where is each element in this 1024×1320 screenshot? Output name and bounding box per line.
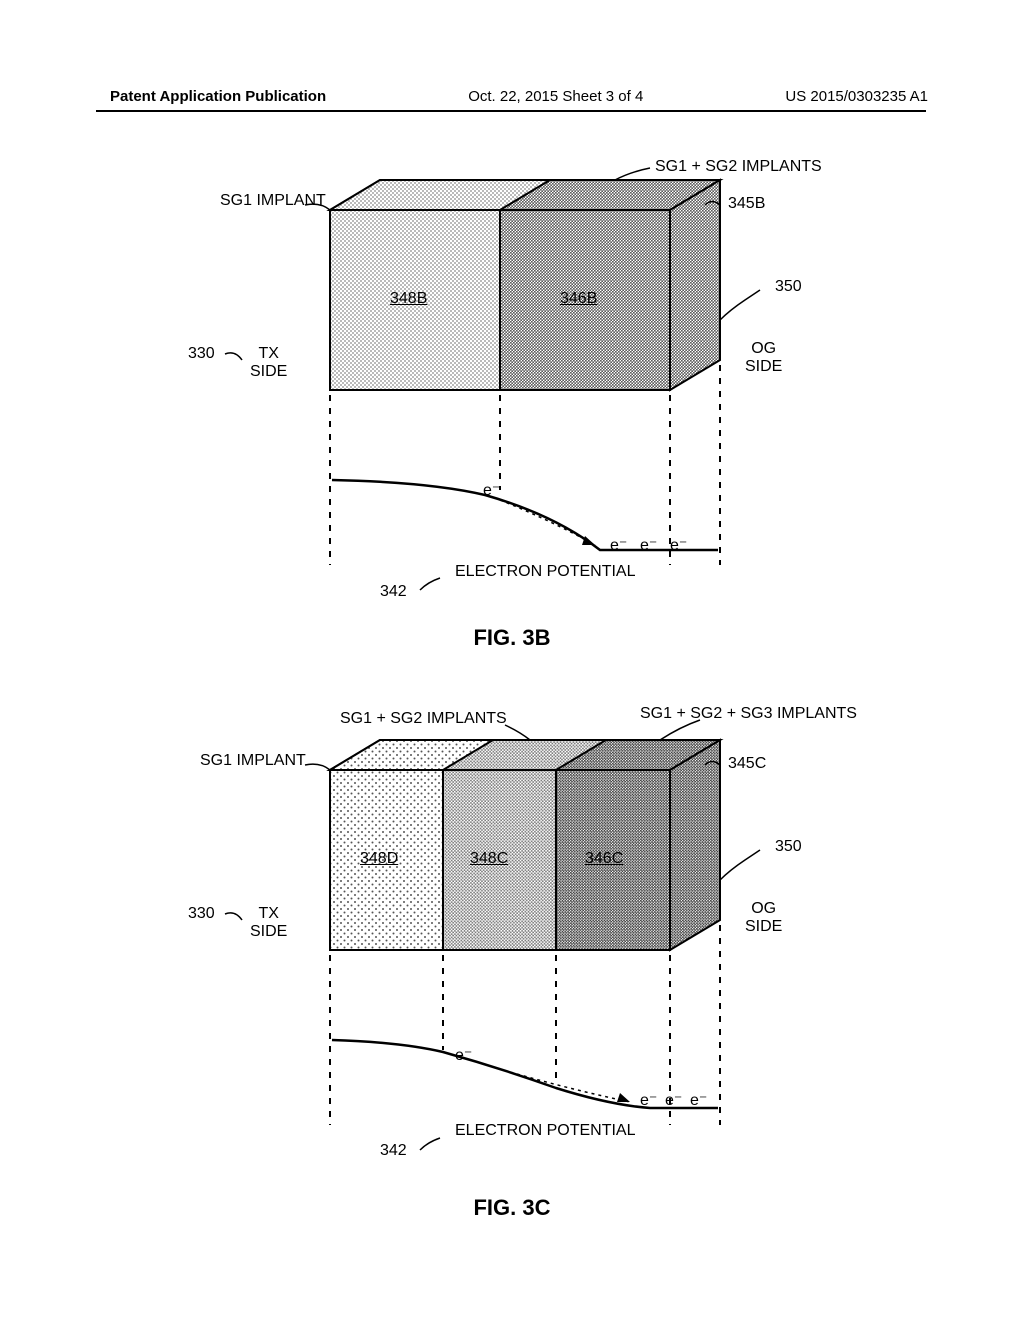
label-350: 350 xyxy=(775,278,802,296)
label-sg1-implant-c: SG1 IMPLANT xyxy=(200,752,306,770)
label-342: 342 xyxy=(380,583,407,601)
label-sg1-sg2-sg3-implants-c: SG1 + SG2 + SG3 IMPLANTS xyxy=(640,705,857,723)
label-tx-side: TX SIDE xyxy=(250,345,287,381)
label-tx-side-c: TX SIDE xyxy=(250,905,287,941)
label-sg1-sg2-implants-c: SG1 + SG2 IMPLANTS xyxy=(340,710,507,728)
header-number: US 2015/0303235 A1 xyxy=(785,88,928,105)
figure-3c: SG1 IMPLANT SG1 + SG2 IMPLANTS SG1 + SG2… xyxy=(0,690,1024,1210)
label-e4: e⁻ xyxy=(670,535,687,555)
page-header: Patent Application Publication Oct. 22, … xyxy=(0,88,1024,105)
label-sg1-sg2-implants: SG1 + SG2 IMPLANTS xyxy=(655,158,822,176)
label-sg1-implant: SG1 IMPLANT xyxy=(220,192,326,210)
label-330: 330 xyxy=(188,345,215,363)
label-345c: 345C xyxy=(728,755,766,773)
figure-3c-caption: FIG. 3C xyxy=(0,1195,1024,1221)
label-348d: 348D xyxy=(360,850,398,868)
label-e3-c: e⁻ xyxy=(665,1090,682,1110)
label-e3: e⁻ xyxy=(640,535,657,555)
page: Patent Application Publication Oct. 22, … xyxy=(0,0,1024,1320)
label-e1: e⁻ xyxy=(483,480,500,500)
label-350-c: 350 xyxy=(775,838,802,856)
label-330-c: 330 xyxy=(188,905,215,923)
label-342-c: 342 xyxy=(380,1142,407,1160)
header-publication: Patent Application Publication xyxy=(110,88,326,105)
label-e2: e⁻ xyxy=(610,535,627,555)
header-date: Oct. 22, 2015 Sheet 3 of 4 xyxy=(468,88,643,105)
label-346b: 346B xyxy=(560,290,597,308)
figure-3b-caption: FIG. 3B xyxy=(0,625,1024,651)
label-electron-potential-c: ELECTRON POTENTIAL xyxy=(455,1122,635,1140)
label-og-side-c: OG SIDE xyxy=(745,900,782,936)
label-e2-c: e⁻ xyxy=(640,1090,657,1110)
label-e1-c: e⁻ xyxy=(455,1045,472,1065)
label-e4-c: e⁻ xyxy=(690,1090,707,1110)
label-348b: 348B xyxy=(390,290,427,308)
figure-3b: SG1 IMPLANT SG1 + SG2 IMPLANTS 345B 348B… xyxy=(0,150,1024,650)
label-og-side: OG SIDE xyxy=(745,340,782,376)
label-348c: 348C xyxy=(470,850,508,868)
label-346c: 346C xyxy=(585,850,623,868)
header-rule xyxy=(96,110,926,112)
label-electron-potential: ELECTRON POTENTIAL xyxy=(455,563,635,581)
figure-3b-svg xyxy=(150,150,870,630)
label-345b: 345B xyxy=(728,195,765,213)
